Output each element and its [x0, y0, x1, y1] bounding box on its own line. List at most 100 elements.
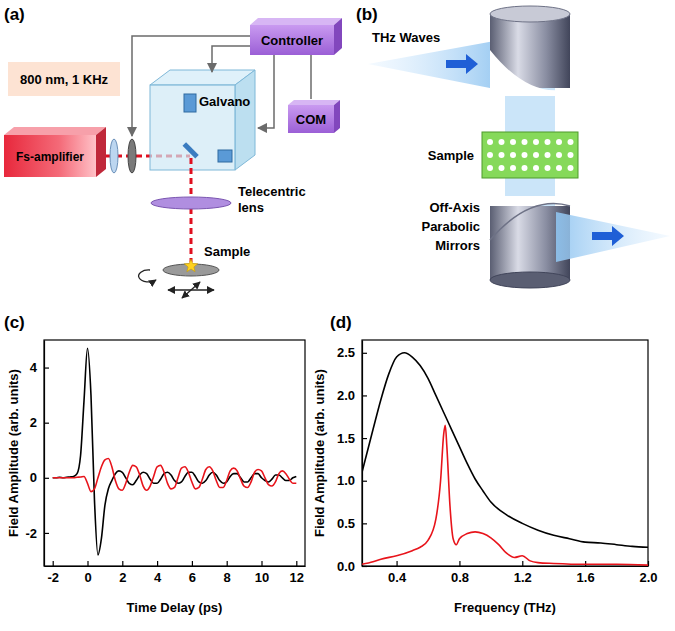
tick: 1.0 [337, 473, 367, 488]
tick-mark [459, 561, 460, 566]
stage-arrow [182, 282, 200, 298]
sample-hole [522, 139, 528, 145]
tick-mark [53, 561, 54, 566]
tick-label: 0.0 [337, 559, 355, 574]
series-line [53, 459, 297, 492]
laser-beam [190, 158, 193, 262]
panel-letter: (d) [330, 313, 352, 332]
tick-mark [362, 353, 367, 354]
series-line [362, 425, 648, 565]
tick-label: 2.0 [639, 570, 657, 585]
tick-label: 2 [30, 415, 37, 430]
sample-hole [533, 139, 539, 145]
polarizer [128, 139, 136, 173]
tick: 2.5 [337, 345, 367, 360]
tick-label: -2 [47, 570, 59, 585]
x-axis-title: Frequency (THz) [454, 600, 556, 615]
sample-hole [499, 139, 505, 145]
wire [132, 36, 250, 136]
telecentric-lens [151, 197, 231, 209]
tick-label: 0.8 [451, 570, 469, 585]
controller-label: Controller [261, 33, 323, 48]
tick-label: 4 [154, 570, 162, 585]
axis-line [44, 341, 45, 567]
panel-a: (a) 800 nm, 1 KHz Fs-amplifier Galvano Contr… [4, 5, 342, 298]
amplifier-label: Fs-amplifier [16, 150, 84, 164]
sample-hole [545, 165, 551, 171]
tick-mark [362, 481, 367, 482]
tick: 0.8 [451, 561, 469, 585]
sample-label: Sample [428, 148, 474, 163]
controller-side [334, 18, 342, 55]
tick-label: -2 [25, 526, 37, 541]
mirror-top-face [490, 50, 570, 96]
panel-letter: (b) [356, 5, 378, 24]
tick-label: 8 [224, 570, 231, 585]
tick-mark [648, 561, 649, 566]
sample-hole [533, 165, 539, 171]
tick-mark [296, 561, 297, 566]
tick-label: 1.2 [514, 570, 532, 585]
tick-mark [192, 561, 193, 566]
axis-line [362, 341, 363, 567]
tick: 4 [154, 561, 162, 585]
tick-mark [227, 561, 228, 566]
mirror-label: Parabolic [421, 219, 480, 234]
y-axis-title: Field Amplitude (arb. units) [312, 369, 327, 537]
sample-hole [510, 152, 516, 158]
tick: 0.5 [337, 516, 367, 531]
amplifier-box [4, 135, 96, 177]
cube-side [235, 70, 255, 170]
tick-label: 0.4 [388, 570, 407, 585]
scanner-label: Galvano [199, 94, 250, 109]
tick-label: 0 [84, 570, 91, 585]
tick-label: 1.6 [577, 570, 595, 585]
tick-label: 6 [189, 570, 196, 585]
tick-label: 1.0 [337, 473, 355, 488]
tick: 2 [119, 561, 126, 585]
sample-hole [545, 152, 551, 158]
lens-label: lens [238, 200, 264, 215]
tick-mark [362, 395, 367, 396]
wave-plate [110, 139, 118, 173]
sample-hole [522, 165, 528, 171]
plot-area [53, 348, 297, 555]
lens-label: Telecentric [238, 184, 306, 199]
wire [258, 55, 274, 128]
sample-hole [487, 152, 493, 158]
panel-letter: (a) [4, 5, 25, 24]
tick: 8 [224, 561, 231, 585]
tick-label: 2.5 [337, 345, 355, 360]
thz-arrow [446, 54, 478, 74]
tick: 10 [255, 561, 269, 585]
axis-line [45, 566, 306, 567]
chart: 0.4 0.8 1.2 1.6 2.0 0.0 0.5 1.0 1.5 2.0 2.5 Frequen… [312, 340, 658, 615]
sample-hole [545, 139, 551, 145]
laser-label: 800 nm, 1 KHz [20, 72, 109, 87]
sample-hole [568, 139, 574, 145]
amplifier-side [96, 127, 106, 177]
tick: -2 [47, 561, 59, 585]
tick-label: 1.5 [337, 431, 355, 446]
plot-area [362, 353, 648, 565]
x-axis: -2024681012 [45, 561, 306, 585]
computer-side [334, 100, 340, 133]
sample-hole [568, 152, 574, 158]
tick: 0.0 [337, 559, 367, 574]
controller-top [250, 18, 342, 25]
panel-letter: (c) [4, 313, 25, 332]
beam-label: THz Waves [372, 30, 440, 45]
plot-frame [44, 340, 305, 566]
figure: (a) 800 nm, 1 KHz Fs-amplifier Galvano Contr… [0, 0, 675, 631]
side-objective [218, 150, 232, 162]
tick-label: 0.5 [337, 516, 355, 531]
tick-mark [157, 561, 158, 566]
rotation-arrow [139, 270, 156, 282]
mirror-bottom-cap [490, 272, 570, 288]
tick-mark [396, 561, 397, 566]
tick: 2.0 [337, 388, 367, 403]
sample-hole [568, 165, 574, 171]
tick-mark [362, 523, 367, 524]
tick-mark [122, 561, 123, 566]
x-axis-title: Time Delay (ps) [127, 600, 223, 615]
